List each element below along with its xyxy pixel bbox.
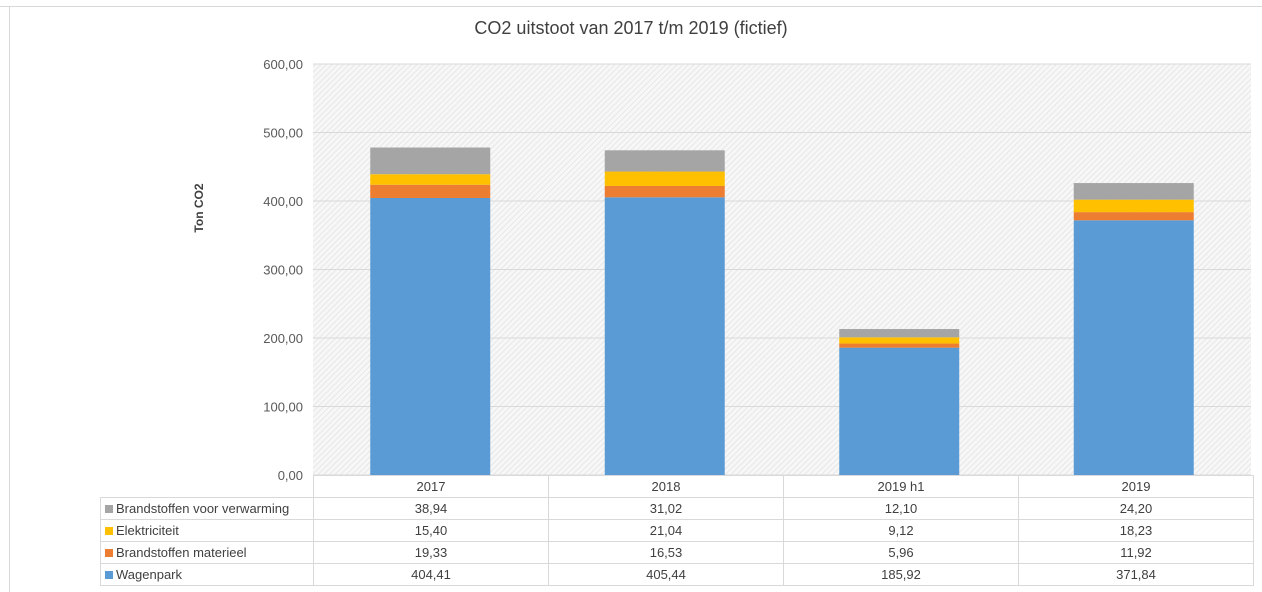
data-label: 24,20 — [1018, 497, 1254, 520]
table-corner — [100, 475, 314, 498]
bar-segment-brandstoffen-voor-verwarming — [1073, 183, 1194, 200]
bar-segment-brandstoffen-materieel — [839, 343, 960, 348]
data-label: 18,23 — [1018, 519, 1254, 542]
bar-segment-brandstoffen-voor-verwarming — [370, 147, 491, 175]
x-category-label: 2019 — [1018, 475, 1254, 498]
legend-label: Elektriciteit — [116, 523, 179, 538]
x-category-label: 2019 h1 — [783, 475, 1019, 498]
legend-label: Brandstoffen materieel — [116, 545, 247, 560]
y-tick-label: 500,00 — [263, 126, 303, 141]
legend-entry: Brandstoffen materieel — [100, 541, 314, 564]
legend-swatch — [105, 505, 113, 513]
bar-segment-elektriciteit — [839, 337, 960, 344]
data-label: 38,94 — [313, 497, 549, 520]
chart-title: CO2 uitstoot van 2017 t/m 2019 (fictief) — [474, 18, 788, 38]
y-tick-label: 600,00 — [263, 57, 303, 72]
data-label: 19,33 — [313, 541, 549, 564]
data-table: 2017 2018 2019 h1 2019 Brandstoffen voor ve… — [100, 475, 1254, 586]
chart-border-left — [9, 6, 10, 592]
data-label: 16,53 — [548, 541, 784, 564]
legend-entry: Elektriciteit — [100, 519, 314, 542]
data-label: 31,02 — [548, 497, 784, 520]
legend-entry: Brandstoffen voor verwarming — [100, 497, 314, 520]
legend-swatch — [105, 549, 113, 557]
bar-segment-brandstoffen-voor-verwarming — [604, 150, 725, 172]
bar-segment-wagenpark — [839, 347, 960, 475]
data-label: 404,41 — [313, 563, 549, 586]
x-category-label: 2018 — [548, 475, 784, 498]
legend-swatch — [105, 571, 113, 579]
chart-border-top — [0, 6, 1262, 7]
data-label: 371,84 — [1018, 563, 1254, 586]
y-tick-label: 100,00 — [263, 400, 303, 415]
legend-label: Wagenpark — [116, 567, 182, 582]
data-label: 405,44 — [548, 563, 784, 586]
bar-segment-brandstoffen-voor-verwarming — [839, 329, 960, 338]
legend-label: Brandstoffen voor verwarming — [116, 501, 290, 516]
legend-entry: Wagenpark — [100, 563, 314, 586]
y-tick-label: 300,00 — [263, 263, 303, 278]
legend-swatch — [105, 527, 113, 535]
bar-segment-elektriciteit — [1073, 199, 1194, 213]
bar-segment-elektriciteit — [370, 174, 491, 185]
y-tick-label: 200,00 — [263, 331, 303, 346]
x-category-label: 2017 — [313, 475, 549, 498]
data-label: 11,92 — [1018, 541, 1254, 564]
table-row: Brandstoffen voor verwarming 38,94 31,02 12… — [100, 497, 1254, 520]
bar-segment-wagenpark — [1073, 220, 1194, 475]
table-row: Elektriciteit 15,40 21,04 9,12 18,23 — [100, 519, 1254, 542]
data-label: 5,96 — [783, 541, 1019, 564]
data-label: 12,10 — [783, 497, 1019, 520]
data-label: 21,04 — [548, 519, 784, 542]
bar-segment-elektriciteit — [604, 171, 725, 186]
table-row: Brandstoffen materieel 19,33 16,53 5,96 11,9… — [100, 541, 1254, 564]
data-label: 185,92 — [783, 563, 1019, 586]
bar-segment-brandstoffen-materieel — [604, 185, 725, 198]
y-tick-label: 400,00 — [263, 194, 303, 209]
bar-segment-brandstoffen-materieel — [1073, 212, 1194, 221]
bar-segment-wagenpark — [370, 197, 491, 475]
bar-segment-wagenpark — [604, 197, 725, 475]
bar-segment-brandstoffen-materieel — [370, 184, 491, 198]
table-row: Wagenpark 404,41 405,44 185,92 371,84 — [100, 563, 1254, 586]
data-label: 15,40 — [313, 519, 549, 542]
data-label: 9,12 — [783, 519, 1019, 542]
